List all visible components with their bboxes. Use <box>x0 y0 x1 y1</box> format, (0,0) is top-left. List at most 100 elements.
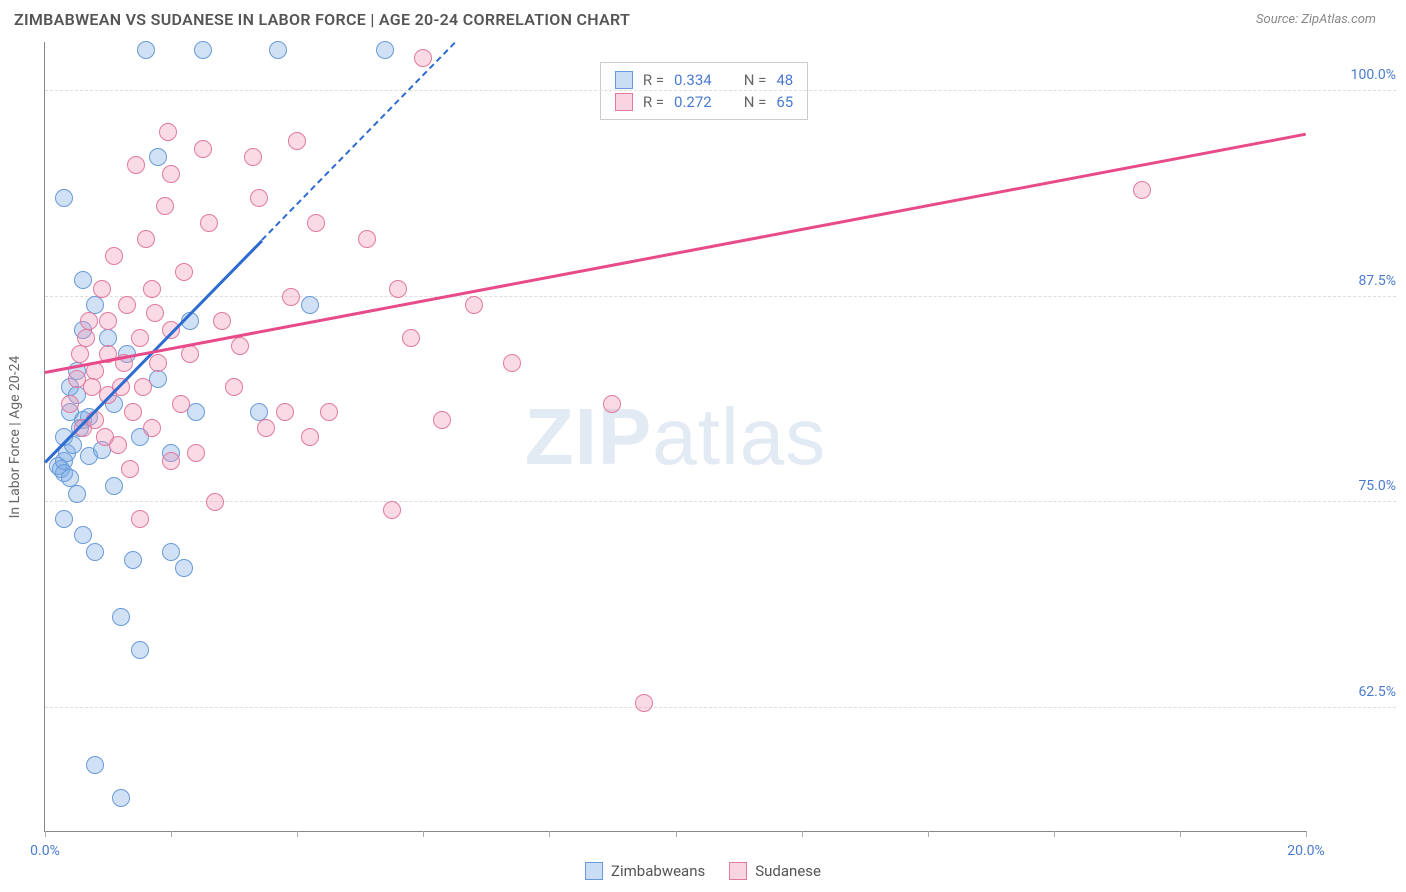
x-tick-label: 20.0% <box>1287 843 1325 859</box>
data-point <box>389 280 407 298</box>
data-point <box>124 403 142 421</box>
data-point <box>162 165 180 183</box>
data-point <box>86 543 104 561</box>
data-point <box>376 41 394 59</box>
legend-item: Zimbabweans <box>585 862 705 880</box>
data-point <box>276 403 294 421</box>
y-tick-label: 100.0% <box>1316 67 1396 83</box>
data-point <box>320 403 338 421</box>
data-point <box>83 378 101 396</box>
data-point <box>61 395 79 413</box>
data-point <box>172 395 190 413</box>
data-point <box>149 148 167 166</box>
data-point <box>159 123 177 141</box>
x-tick <box>928 831 929 837</box>
data-point <box>383 501 401 519</box>
data-point <box>635 694 653 712</box>
data-point <box>358 230 376 248</box>
data-point <box>86 296 104 314</box>
stat-r-label: R = <box>643 71 664 89</box>
data-point <box>1133 181 1151 199</box>
data-point <box>244 148 262 166</box>
data-point <box>282 288 300 306</box>
y-tick-label: 62.5% <box>1316 684 1396 700</box>
data-point <box>137 41 155 59</box>
data-point <box>257 419 275 437</box>
data-point <box>112 608 130 626</box>
data-point <box>503 354 521 372</box>
data-point <box>74 271 92 289</box>
gridline <box>45 501 1396 502</box>
data-point <box>105 247 123 265</box>
x-tick <box>423 831 424 837</box>
scatter-chart: In Labor Force | Age 20-24 ZIPatlas R = … <box>44 42 1306 832</box>
trend-line <box>45 132 1306 373</box>
stat-n-value: 48 <box>776 71 793 89</box>
data-point <box>93 280 111 298</box>
data-point <box>134 378 152 396</box>
x-tick <box>802 831 803 837</box>
data-point <box>131 329 149 347</box>
x-tick <box>1306 831 1307 837</box>
data-point <box>162 543 180 561</box>
data-point <box>55 189 73 207</box>
x-tick <box>676 831 677 837</box>
data-point <box>99 329 117 347</box>
data-point <box>288 132 306 150</box>
data-point <box>175 559 193 577</box>
data-point <box>146 304 164 322</box>
stats-row: R = 0.334N = 48 <box>615 69 793 91</box>
data-point <box>99 312 117 330</box>
data-point <box>86 756 104 774</box>
legend-swatch <box>729 862 747 880</box>
stat-r-label: R = <box>643 93 664 111</box>
data-point <box>77 329 95 347</box>
watermark: ZIPatlas <box>525 391 826 483</box>
data-point <box>96 428 114 446</box>
data-point <box>143 419 161 437</box>
data-point <box>127 156 145 174</box>
data-point <box>301 428 319 446</box>
data-point <box>213 312 231 330</box>
data-point <box>402 329 420 347</box>
legend-label: Sudanese <box>755 862 821 880</box>
data-point <box>149 370 167 388</box>
data-point <box>143 280 161 298</box>
data-point <box>131 510 149 528</box>
x-tick <box>1054 831 1055 837</box>
legend: Zimbabweans Sudanese <box>585 862 821 880</box>
data-point <box>175 263 193 281</box>
data-point <box>603 395 621 413</box>
data-point <box>162 452 180 470</box>
data-point <box>156 197 174 215</box>
data-point <box>71 345 89 363</box>
data-point <box>206 493 224 511</box>
x-tick <box>171 831 172 837</box>
gridline <box>45 296 1396 297</box>
data-point <box>433 411 451 429</box>
data-point <box>80 312 98 330</box>
legend-swatch <box>585 862 603 880</box>
x-tick <box>45 831 46 837</box>
x-tick <box>297 831 298 837</box>
data-point <box>137 230 155 248</box>
stat-n-label: N = <box>744 93 767 111</box>
data-point <box>187 444 205 462</box>
data-point <box>118 296 136 314</box>
data-point <box>121 460 139 478</box>
data-point <box>124 551 142 569</box>
data-point <box>225 378 243 396</box>
data-point <box>301 296 319 314</box>
legend-swatch <box>615 71 633 89</box>
stats-row: R = 0.272N = 65 <box>615 91 793 113</box>
data-point <box>194 41 212 59</box>
data-point <box>149 354 167 372</box>
data-point <box>131 641 149 659</box>
legend-label: Zimbabweans <box>611 862 705 880</box>
data-point <box>112 789 130 807</box>
stat-r-value: 0.272 <box>674 93 712 111</box>
y-tick-label: 75.0% <box>1316 478 1396 494</box>
data-point <box>269 41 287 59</box>
x-tick-label: 0.0% <box>30 843 60 859</box>
data-point <box>187 403 205 421</box>
